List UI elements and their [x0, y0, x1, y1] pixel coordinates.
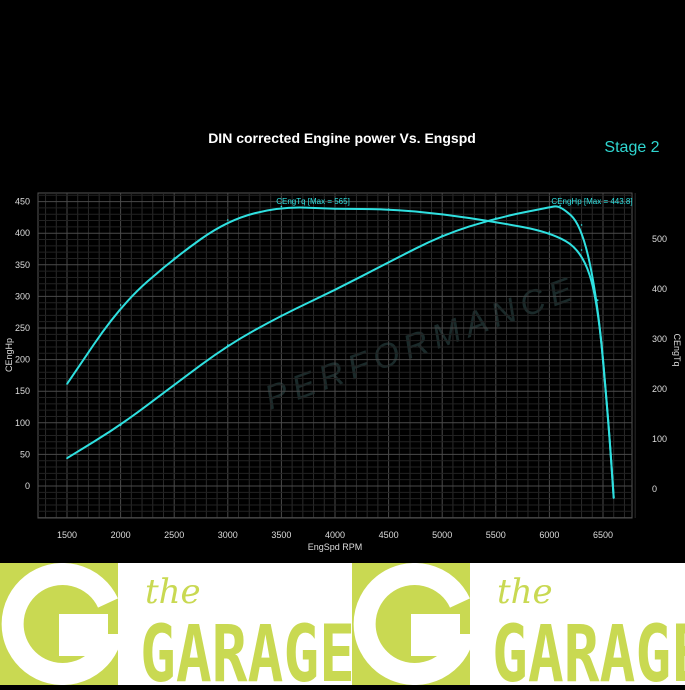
x-tick-label: 6500 — [593, 530, 613, 540]
watermark: PERFORMANCE — [260, 269, 584, 418]
x-tick-label: 3000 — [218, 530, 238, 540]
x-tick-label: 1500 — [57, 530, 77, 540]
y-axis-right-label: CEngTq — [672, 333, 682, 366]
logo-the: the — [497, 572, 553, 612]
series-line-cenghp — [66, 205, 615, 499]
data-point-cenghp — [548, 206, 551, 209]
y-left-tick-label: 300 — [15, 291, 30, 301]
data-point-cenghp — [441, 234, 444, 236]
data-point-cengtq — [227, 219, 229, 221]
x-tick-label: 3500 — [271, 530, 291, 540]
garage-banner: theGARAGEtheGARAGE — [0, 563, 685, 690]
data-point-cenghp — [495, 217, 497, 219]
x-tick-label: 5000 — [432, 530, 452, 540]
data-point-cenghp — [334, 289, 336, 291]
data-point-cengtq — [441, 213, 444, 215]
data-point-cengtq — [119, 304, 122, 306]
data-point-cengtq — [280, 205, 283, 208]
data-point-cengtq — [334, 208, 336, 210]
x-tick-label: 2500 — [164, 530, 184, 540]
x-tick-label: 4500 — [379, 530, 399, 540]
series-label-cenghp: CEngHp [Max = 443.8] — [551, 197, 632, 206]
y-left-tick-label: 350 — [15, 260, 30, 270]
chart-title: DIN corrected Engine power Vs. Engspd — [208, 130, 476, 146]
data-point-cengtq — [596, 299, 599, 301]
watermark-text: PERFORMANCE — [260, 269, 584, 418]
y-left-tick-label: 150 — [15, 386, 30, 396]
series-line-cengtq — [66, 206, 615, 499]
data-point-cengtq — [387, 208, 390, 210]
x-axis-label: EngSpd RPM — [308, 542, 363, 552]
data-point-cenghp — [119, 424, 122, 427]
logo-the: the — [145, 572, 201, 612]
y-right-tick-label: 500 — [652, 234, 667, 244]
y-right-tick-label: 0 — [652, 484, 657, 494]
logo-garage: GARAGE — [492, 610, 685, 685]
logo-g-icon — [1, 563, 126, 685]
y-left-tick-label: 400 — [15, 228, 30, 238]
data-point-cenghp — [227, 344, 229, 346]
chart: PERFORMANCE 1500 2000 2500 3000 3500 4000 4500… — [4, 130, 682, 552]
data-point-cenghp — [66, 457, 68, 459]
x-tick-label: 4000 — [325, 530, 345, 540]
y-left-tick-label: 250 — [15, 323, 30, 333]
y-right-tick-label: 100 — [652, 434, 667, 444]
data-point-cenghp — [280, 314, 283, 317]
data-point-cenghp — [580, 224, 583, 226]
data-point-cengtq — [66, 383, 68, 385]
stage-badge: Stage 2 — [604, 139, 659, 156]
data-point-cengtq — [607, 419, 610, 421]
y-left-tick-label: 450 — [15, 197, 30, 207]
data-point-cenghp — [173, 384, 175, 386]
series-label-cengtq: CEngTq [Max = 565] — [276, 197, 350, 206]
y-left-tick-label: 100 — [15, 418, 30, 428]
logo-garage: GARAGE — [140, 610, 355, 685]
data-point-cengtq — [548, 231, 551, 233]
garage-logo: theGARAGEtheGARAGE — [0, 563, 685, 690]
y-left-tick-label: 0 — [25, 481, 30, 491]
data-point-cengtq — [580, 249, 583, 251]
data-point-cenghp — [559, 204, 561, 207]
x-tick-label: 6000 — [539, 530, 559, 540]
grid — [38, 193, 636, 519]
y-left-tick-label: 50 — [20, 449, 30, 459]
y-right-tick-label: 400 — [652, 284, 667, 294]
data-point-cengtq — [495, 221, 497, 223]
x-tick-label: 2000 — [111, 530, 131, 540]
y-right-tick-label: 200 — [652, 384, 667, 394]
data-point-cenghp — [387, 261, 390, 264]
logo-g-icon — [353, 563, 478, 685]
data-point-cengtq — [173, 257, 175, 259]
y-axis-left-label: CEngHp — [4, 338, 14, 372]
data-point-cengtq — [612, 497, 615, 499]
y-left-tick-label: 200 — [15, 355, 30, 365]
y-right-tick-label: 300 — [652, 334, 667, 344]
x-tick-label: 5500 — [486, 530, 506, 540]
